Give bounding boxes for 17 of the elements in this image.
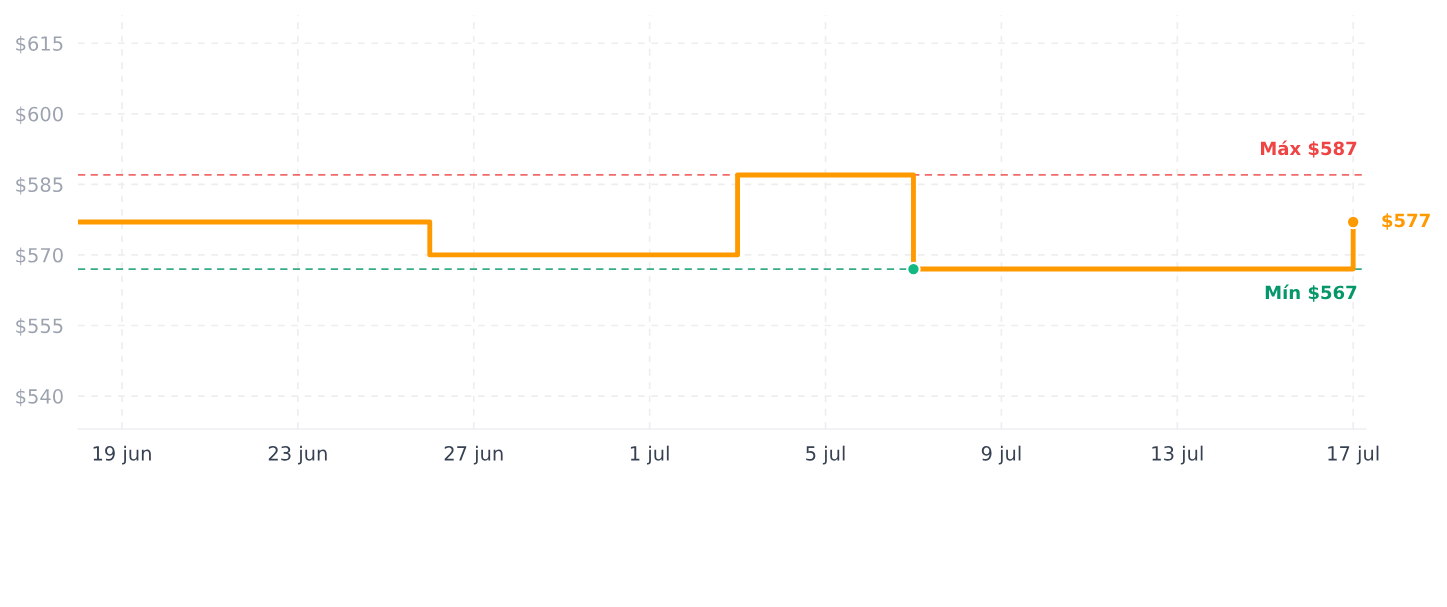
y-tick-label: $600 xyxy=(16,106,63,125)
annotation: $577 xyxy=(1382,213,1430,230)
ref-line-label: Mín $567 xyxy=(1265,284,1357,302)
x-tick-label: 9 jul xyxy=(981,445,1021,465)
x-tick-label: 27 jun xyxy=(444,445,503,465)
y-tick-label: $540 xyxy=(16,388,63,407)
y-tick-label: $585 xyxy=(16,176,63,195)
ref-line-label: Máx $587 xyxy=(1260,140,1357,158)
x-tick-label: 5 jul xyxy=(806,445,845,465)
y-tick-label: $555 xyxy=(16,318,63,336)
y-tick-label: $615 xyxy=(16,35,63,54)
x-tick-label: 23 jun xyxy=(268,445,327,465)
y-tick-label: $570 xyxy=(16,247,63,266)
x-tick-label: 13 jul xyxy=(1152,445,1203,465)
x-tick-label: 17 jul xyxy=(1328,445,1379,465)
x-tick-label: 19 jun xyxy=(93,445,151,465)
x-tick-label: 1 jul xyxy=(630,445,669,465)
